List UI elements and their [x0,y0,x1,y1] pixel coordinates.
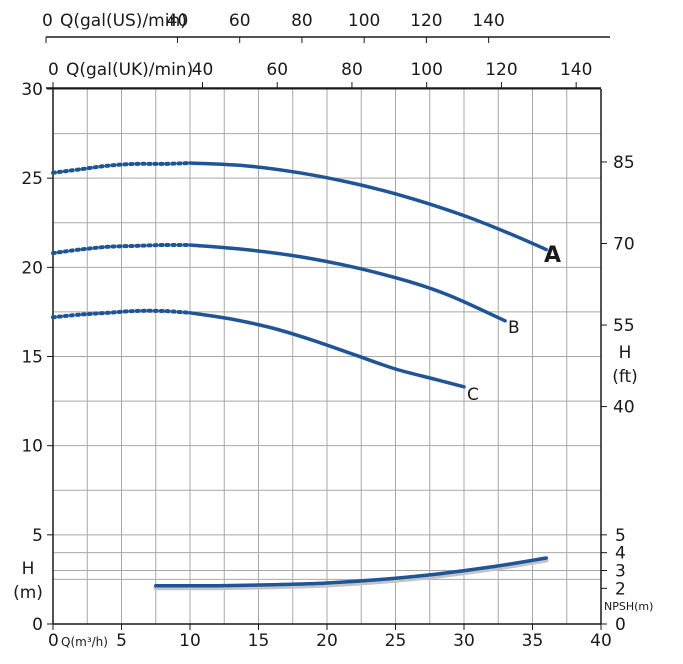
labels: A B C [467,243,561,405]
curve-label-c: C [467,385,479,405]
curves [51,161,549,591]
y-right-tick-label: 55 [613,316,635,336]
us-tick-label: 0 [42,11,53,31]
curve-c [188,311,466,389]
y-left-tick-label: 0 [32,615,43,635]
npsh-tick-label: 0 [615,615,626,635]
x-tick-label: 25 [385,631,407,651]
grid [52,88,602,625]
axes: 0 5 10 15 20 25 30 35 40Q(m³/h)051015202530H(m)4… [13,11,653,651]
x-axis-label: Q(m³/h) [61,635,108,649]
us-tick-label: 100 [348,11,380,31]
npsh-tick-label: 4 [615,544,626,564]
y-left-tick-label: 5 [32,526,43,546]
uk-tick-label: 80 [341,60,363,80]
x-tick-label: 5 [116,631,127,651]
x-tick-label: 15 [248,631,270,651]
us-axis-label: Q(gal(US)/min) [60,11,187,31]
y-right-tick-label: 85 [613,153,635,173]
uk-tick-label: 60 [266,60,288,80]
x-tick-label: 30 [453,631,475,651]
curve-a [188,161,548,252]
curve-a-dotted [51,161,192,175]
uk-tick-label: 100 [410,60,442,80]
uk-tick-label: 40 [192,60,214,80]
npsh-label: NPSH(m) [604,600,653,613]
npsh-tick-label: 2 [615,579,626,599]
x-tick-label: 10 [179,631,201,651]
curve-npsh-shadow [153,557,549,591]
uk-tick-label: 0 [48,60,59,80]
x-tick-label: 35 [522,631,544,651]
uk-axis-label: Q(gal(UK)/min) [66,60,193,80]
y-left-tick-label: 20 [21,258,43,278]
y-right-label-unit: (ft) [612,367,638,387]
y-left-label-unit: (m) [13,583,43,603]
curve-b-dotted [51,242,192,256]
npsh-tick-label: 5 [615,526,626,546]
us-tick-label: 40 [167,11,189,31]
uk-tick-label: 140 [560,60,592,80]
x-tick-label: 20 [316,631,338,651]
y-left-tick-label: 10 [21,437,43,457]
us-tick-label: 120 [410,11,442,31]
x-tick-label: 0 [48,631,59,651]
us-tick-label: 80 [291,11,313,31]
y-left-tick-label: 25 [21,169,43,189]
curve-label-a: A [544,243,561,268]
curve-b [188,243,507,323]
y-right-label: H [619,343,632,363]
y-left-label: H [22,559,35,579]
npsh-tick-label: 3 [615,562,626,582]
us-tick-label: 140 [472,11,504,31]
us-tick-label: 60 [229,11,251,31]
curve-label-b: B [508,318,520,338]
curve-c-dotted [51,308,192,320]
x-tick-label: 40 [590,631,612,651]
y-right-tick-label: 40 [613,398,635,418]
y-left-tick-label: 30 [21,80,43,100]
y-right-tick-label: 70 [613,235,635,255]
uk-tick-label: 120 [485,60,517,80]
y-left-tick-label: 15 [21,348,43,368]
curve-npsh [154,556,548,588]
